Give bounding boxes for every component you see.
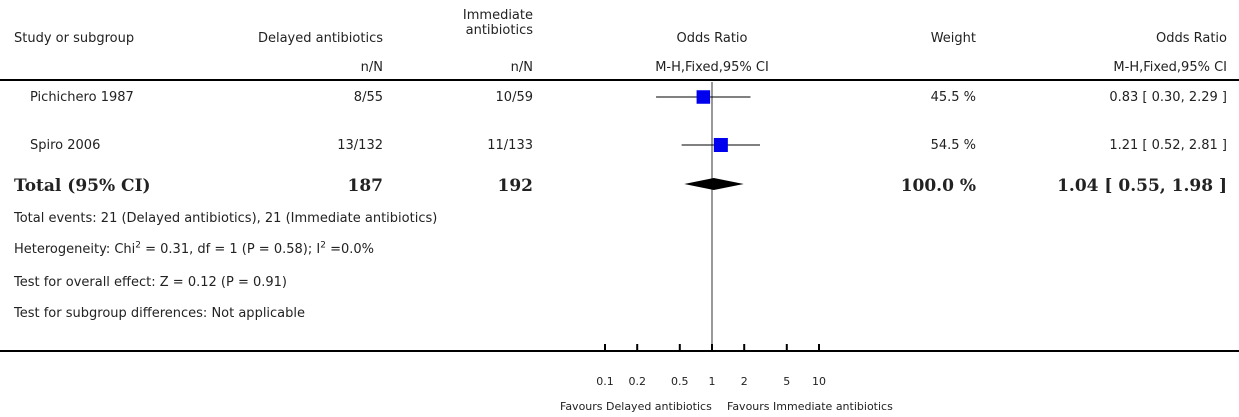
header-nN-delayed: n/N xyxy=(360,60,383,75)
header-immediate: Immediate antibiotics xyxy=(440,8,590,38)
header-delayed: Delayed antibiotics xyxy=(257,31,383,46)
study-delayed: 8/55 xyxy=(353,90,383,105)
het-part-b: = 0.31, df = 1 (P = 0.58); I xyxy=(141,242,321,257)
header-method-text: M-H,Fixed,95% CI xyxy=(1113,60,1227,75)
total-label: Total (95% CI) xyxy=(14,176,151,196)
favours-right: Favours Immediate antibiotics xyxy=(727,400,893,413)
header-rule xyxy=(0,79,1239,81)
total-delayed: 187 xyxy=(347,176,384,196)
study-effect-box xyxy=(713,138,728,152)
study-name: Pichichero 1987 xyxy=(30,90,134,105)
total-immediate: 192 xyxy=(497,176,534,196)
header-method-plot: M-H,Fixed,95% CI xyxy=(655,60,769,75)
note-overall-effect: Test for overall effect: Z = 0.12 (P = 0… xyxy=(14,275,287,290)
study-ci-text: 1.21 [ 0.52, 2.81 ] xyxy=(1109,138,1227,153)
study-name: Spiro 2006 xyxy=(30,138,101,153)
total-diamond xyxy=(684,178,744,190)
x-axis-tick-label: 1 xyxy=(709,375,716,388)
header-or-text: Odds Ratio xyxy=(1155,31,1227,46)
het-part-a: Heterogeneity: Chi xyxy=(14,242,136,257)
study-delayed: 13/132 xyxy=(337,138,383,153)
x-axis-tick-label: 0.1 xyxy=(596,375,614,388)
het-sup-2: 2 xyxy=(320,240,326,251)
x-axis-tick-label: 0.5 xyxy=(671,375,689,388)
study-immediate: 11/133 xyxy=(487,138,533,153)
header-or-plot: Odds Ratio xyxy=(676,31,748,46)
total-weight: 100.0 % xyxy=(900,176,976,196)
x-axis-tick-label: 0.2 xyxy=(628,375,646,388)
header-study: Study or subgroup xyxy=(14,31,135,46)
note-heterogeneity: Heterogeneity: Chi2 = 0.31, df = 1 (P = … xyxy=(14,240,374,258)
header-weight: Weight xyxy=(930,31,976,46)
favours-left: Favours Delayed antibiotics xyxy=(560,400,712,413)
x-axis-tick-label: 5 xyxy=(783,375,790,388)
x-axis-tick-label: 10 xyxy=(812,375,826,388)
total-ci-text: 1.04 [ 0.55, 1.98 ] xyxy=(1057,176,1227,196)
study-effect-box xyxy=(696,90,711,104)
study-ci-text: 0.83 [ 0.30, 2.29 ] xyxy=(1109,90,1227,105)
het-sup-1: 2 xyxy=(135,240,141,251)
note-subgroup: Test for subgroup differences: Not appli… xyxy=(14,306,306,321)
header-immediate-line1: Immediate xyxy=(462,8,533,23)
note-total-events: Total events: 21 (Delayed antibiotics), … xyxy=(14,211,438,226)
x-axis-tick-label: 2 xyxy=(741,375,748,388)
header-immediate-line2: antibiotics xyxy=(465,23,533,38)
study-weight: 54.5 % xyxy=(930,138,976,153)
study-weight: 45.5 % xyxy=(930,90,976,105)
study-immediate: 10/59 xyxy=(495,90,533,105)
het-part-c: =0.0% xyxy=(325,242,374,257)
header-nN-immediate: n/N xyxy=(510,60,533,75)
